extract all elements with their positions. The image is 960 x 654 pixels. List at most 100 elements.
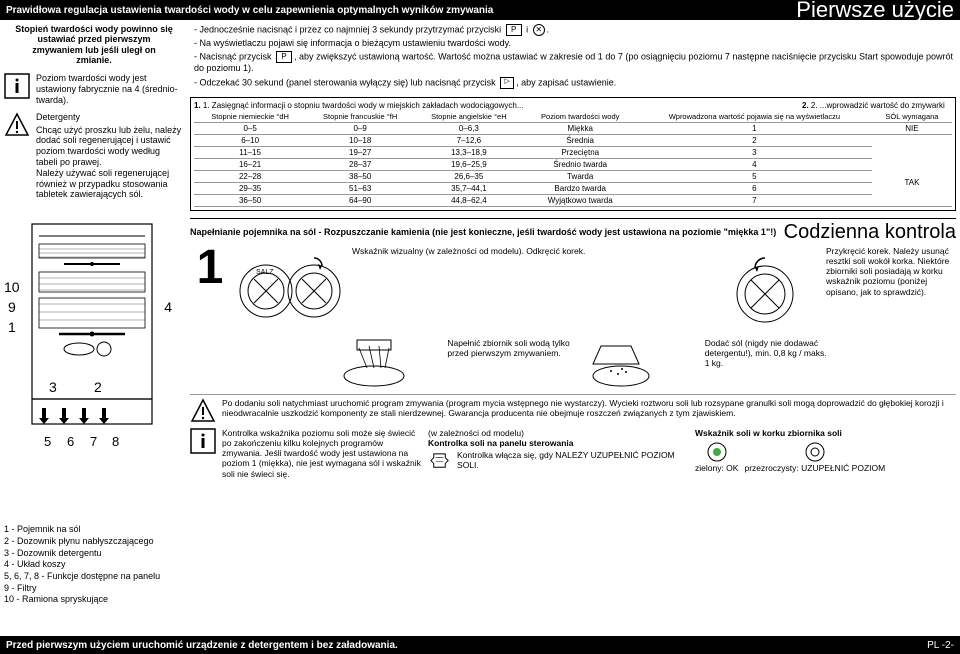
table-col-header: Stopnie niemieckie °dH [194,112,306,123]
fill-text-2: Dodać sól (nigdy nie dodawać detergentu!… [705,338,828,390]
left-column: Stopień twardości wody powinno się ustaw… [0,20,190,610]
indicator-cap-title: Wskaźnik soli w korku zbiornika soli [695,428,956,438]
table-col-header: Stopnie angielskie °eH [414,112,524,123]
table-cell: 64–90 [306,194,414,206]
indicator-text-1: Kontrolka wskaźnika poziomu soli może si… [222,428,422,479]
table-cell: 44,8–62,4 [414,194,524,206]
table-cell: 7 [637,194,872,206]
indicator-row: Kontrolka wskaźnika poziomu soli może si… [190,428,956,479]
table-cell: 6 [637,182,872,194]
footer-text: Przed pierwszym użyciem uruchomić urządz… [6,640,398,651]
table-cell: 19,6–25,9 [414,158,524,170]
setting-note: Stopień twardości wody powinno się ustaw… [4,24,184,65]
salt-title: Napełnianie pojemnika na sól - Rozpuszcz… [190,227,776,237]
label-10: 10 [4,279,20,295]
footer-bar: Przed pierwszym użyciem uruchomić urządz… [0,636,960,654]
table-cell: 28–37 [306,158,414,170]
p-button-icon: P [506,24,522,36]
table-cell: NIE [872,122,952,134]
cap-diagram-2 [710,246,820,336]
table-cell: 29–35 [194,182,306,194]
section-salt: Napełnianie pojemnika na sól - Rozpuszcz… [190,218,956,479]
table-cell: Bardzo twarda [524,182,637,194]
table-cell: 38–50 [306,170,414,182]
detergent-text: Detergenty Chcąc użyć proszku lub żelu, … [36,112,184,200]
info-text: Poziom twardości wody jest ustawiony fab… [36,73,184,105]
table-col-header: SÓL wymagana [872,112,952,123]
header-title: Prawidłowa regulacja ustawienia twardośc… [6,5,493,16]
fill-row: Napełnić zbiornik soli wodą tylko przed … [190,338,956,390]
table-cell: Średnia [524,134,637,146]
start-button-icon [500,77,514,89]
indicator-panel: (w zależności od modelu) Kontrolka soli … [428,428,689,472]
svg-text:SALZ: SALZ [256,269,274,276]
indicator-cap: Wskaźnik soli w korku zbiornika soli zie… [695,428,956,473]
table-cell: 16–21 [194,158,306,170]
table-row: 22–2838–5026,6–35Twarda5 [194,170,952,182]
table-cell: Przeciętna [524,146,637,158]
warn-row: Po dodaniu soli natychmiast uruchomić pr… [190,394,956,424]
table-cell: 5 [637,170,872,182]
table-row: 6–1010–187–12,6Średnia2 [194,134,952,146]
dishwasher-diagram: 5678 10 9 1 4 3 2 [4,204,184,520]
svg-text:7: 7 [90,434,97,449]
table-row: 36–5064–9044,8–62,4Wyjątkowo twarda7 [194,194,952,206]
table-cell: Średnio twarda [524,158,637,170]
table-cell: 6–10 [194,134,306,146]
fill-diagram-2 [576,338,699,390]
table-cell: 0–6,3 [414,122,524,134]
warn-text: Po dodaniu soli natychmiast uruchomić pr… [222,398,956,418]
indicator-green: zielony: OK [695,463,738,473]
salt-text-right: Przykręcić korek. Należy usunąć resztki … [826,246,956,297]
label-9: 9 [8,299,16,315]
detergent-heading: Detergenty [36,112,184,123]
table-cell: 22–28 [194,170,306,182]
table-cell: 3 [637,146,872,158]
table-cell: 35,7–44,1 [414,182,524,194]
body: Stopień twardości wody powinno się ustaw… [0,20,960,610]
table-col-header: Stopnie francuskie °fH [306,112,414,123]
salt-text-1: Wskaźnik wizualny (w zależności od model… [352,246,704,256]
table-cell: 19–27 [306,146,414,158]
indicator-panel-title: Kontrolka soli na panelu sterowania [428,438,689,448]
table-cell: 10–18 [306,134,414,146]
table-cell: Miękka [524,122,637,134]
table-cell: Twarda [524,170,637,182]
table-cell: 1 [637,122,872,134]
instr-1c: . [547,24,550,34]
label-4: 4 [164,299,172,315]
indicator-model-note: (w zależności od modelu) [428,428,689,438]
parts-list: 1 - Pojemnik na sól 2 - Dozownik płynu n… [4,524,184,606]
instr-3a: - Nacisnąć przycisk [194,52,272,62]
table-row: 16–2128–3719,6–25,9Średnio twarda4TAK [194,158,952,170]
fill-text-1: Napełnić zbiornik soli wodą tylko przed … [447,338,570,390]
table-cell: 26,6–35 [414,170,524,182]
table-cell: 2 [637,134,872,146]
table-cell: 13,3–18,9 [414,146,524,158]
label-1: 1 [8,319,16,335]
indicator-panel-desc: Kontrolka włącza się, gdy NALEŻY UZUPEŁN… [457,450,689,470]
p-button-icon: P [276,51,292,63]
fill-diagram-1 [319,338,442,390]
hardness-table-wrap: 1. 1. Zasięgnąć informacji o stopniu twa… [190,97,956,211]
table-header-1: 1. Zasięgnąć informacji o stopniu twardo… [203,101,524,110]
info-icon [190,428,216,454]
table-cell: 36–50 [194,194,306,206]
table-cell: 7–12,6 [414,134,524,146]
table-row: 11–1519–2713,3–18,9Przeciętna3 [194,146,952,158]
table-row: 0–50–90–6,3Miękka1NIE [194,122,952,134]
instr-1b: i [526,24,528,34]
label-2: 2 [94,379,102,395]
cancel-button-icon: ✕ [533,24,545,36]
header-bar: Prawidłowa regulacja ustawienia twardośc… [0,0,960,20]
svg-text:8: 8 [112,434,119,449]
detergent-body: Chcąc użyć proszku lub żelu, należy doda… [36,125,184,201]
instr-4b: , aby zapisać ustawienie. [516,77,616,87]
table-header-2: 2. ...wprowadzić wartość do zmywarki [811,101,945,110]
instr-2: - Na wyświetlaczu pojawi się informacja … [194,38,511,49]
salt-header: Napełnianie pojemnika na sól - Rozpuszcz… [190,221,956,244]
table-row: 29–3551–6335,7–44,1Bardzo twarda6 [194,182,952,194]
table-cell: 51–63 [306,182,414,194]
daily-control-title: Codzienna kontrola [784,221,956,244]
table-header-row: 1. 1. Zasięgnąć informacji o stopniu twa… [194,101,952,110]
